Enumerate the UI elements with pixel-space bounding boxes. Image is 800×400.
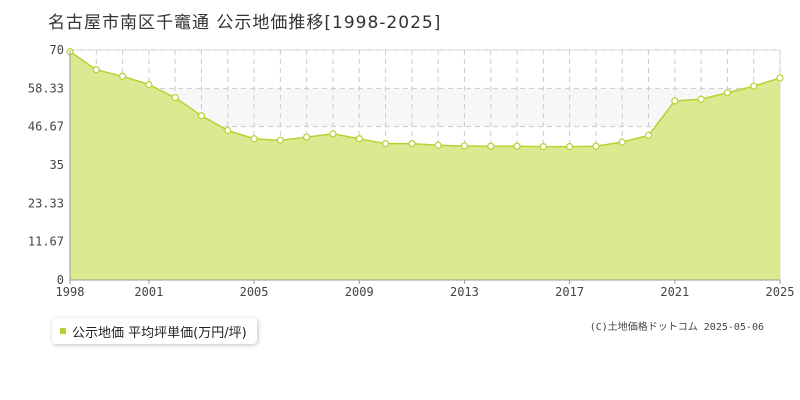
x-tick-label: 2005 [240, 285, 269, 299]
data-point [276, 136, 284, 144]
x-tick-label: 2025 [766, 285, 795, 299]
data-point [566, 143, 574, 151]
x-tick-label: 1998 [56, 285, 85, 299]
legend-swatch [60, 328, 66, 334]
series-line [69, 51, 781, 148]
data-point [513, 142, 521, 150]
y-tick-label: 23.33 [28, 196, 64, 210]
data-point [224, 126, 232, 135]
y-tick-label: 35 [50, 158, 64, 172]
data-point [329, 130, 337, 138]
x-tick-label: 2021 [660, 285, 689, 299]
chart-title: 名古屋市南区千竈通 公示地価推移[1998-2025] [48, 13, 442, 33]
data-point [303, 133, 311, 141]
data-point [487, 142, 495, 150]
y-tick-label: 0 [57, 273, 64, 287]
data-point [434, 141, 442, 149]
x-tick-label: 2009 [345, 285, 374, 299]
data-point [723, 89, 732, 97]
y-tick-label: 11.67 [28, 235, 64, 249]
data-point [539, 143, 547, 151]
x-tick-label: 2017 [555, 285, 584, 299]
axis-layer: 0 11.67 23.33 35 46.67 58.33 70 1998 2001 2005 200… [28, 43, 795, 299]
data-point [592, 142, 600, 150]
legend: 公示地価 平均坪単価(万円/坪) [52, 318, 257, 344]
data-point [618, 138, 626, 146]
data-point [171, 94, 179, 102]
data-point [92, 66, 100, 74]
data-point [644, 131, 653, 140]
series-area [70, 51, 780, 281]
x-tick-label: 2013 [450, 285, 479, 299]
data-point [776, 74, 784, 82]
y-tick-label: 70 [50, 43, 64, 57]
data-point [671, 97, 679, 105]
point-layer [66, 48, 784, 151]
data-point [750, 82, 758, 90]
data-point [145, 80, 153, 89]
data-point [250, 135, 258, 143]
x-tick-label: 2001 [134, 285, 163, 299]
data-point [697, 95, 705, 103]
data-point [197, 112, 206, 120]
data-point [381, 140, 390, 148]
data-point [460, 142, 469, 150]
data-point [118, 72, 127, 80]
data-point [408, 140, 416, 148]
data-point [355, 135, 363, 143]
y-tick-label: 58.33 [28, 81, 64, 95]
y-tick-label: 46.67 [28, 120, 64, 134]
copyright-text: (C)土地価格ドットコム 2025-05-06 [589, 322, 764, 333]
legend-label: 公示地価 平均坪単価(万円/坪) [72, 325, 247, 341]
area-layer [69, 51, 781, 281]
